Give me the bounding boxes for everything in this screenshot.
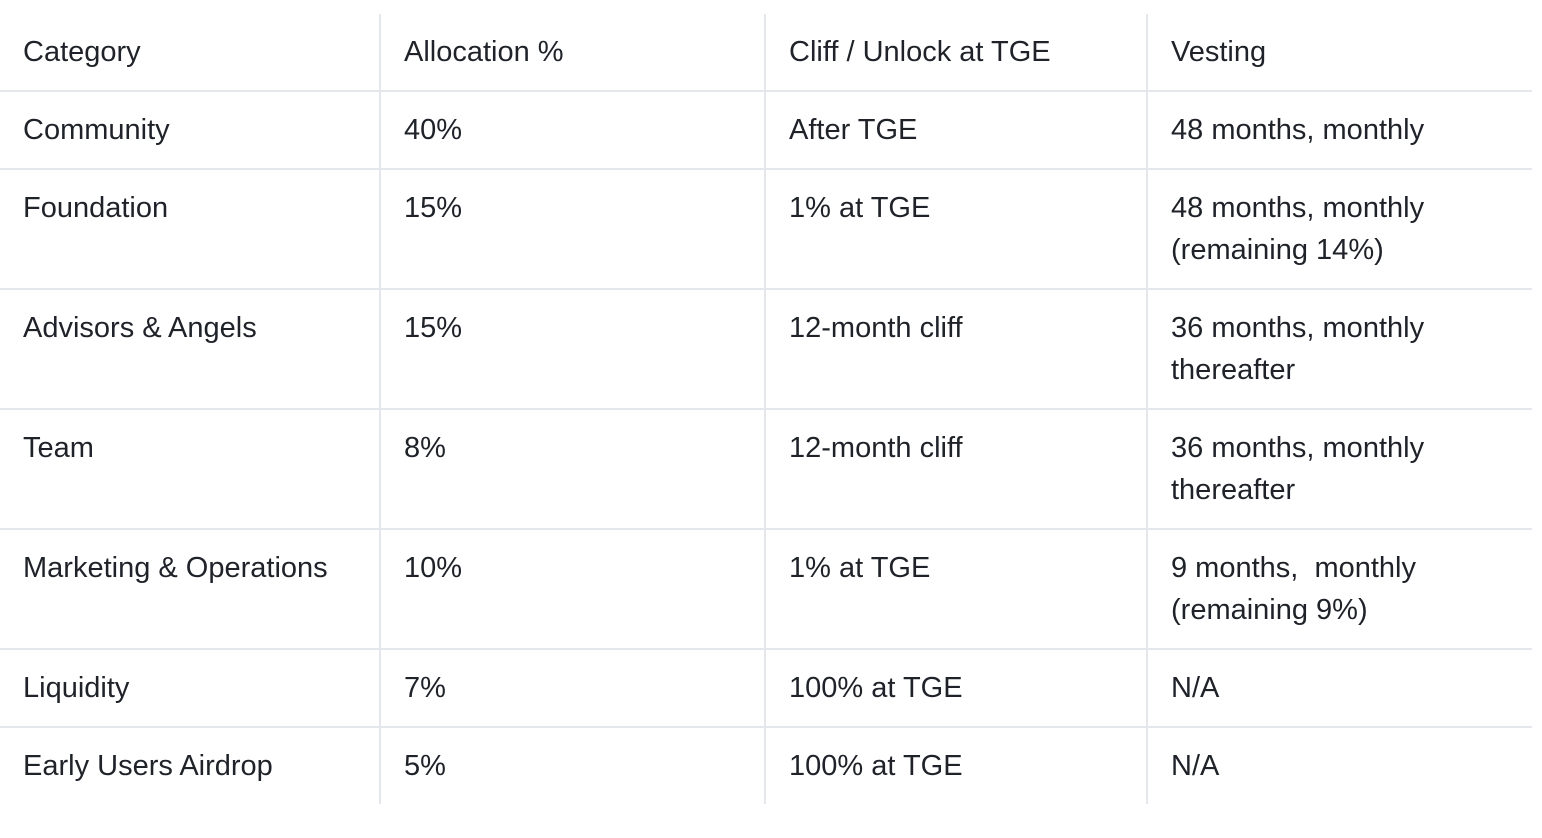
table-cell: 36 months, monthly thereafter (1146, 289, 1532, 410)
table-cell: 100% at TGE (764, 727, 1147, 804)
document-page: Category Allocation % Cliff / Unlock at TG… (0, 14, 1542, 838)
table-cell: Community (0, 91, 380, 170)
header-row: Category Allocation % Cliff / Unlock at TG… (0, 14, 1532, 92)
table-cell: 1% at TGE (764, 529, 1147, 650)
table-row: Liquidity 7% 100% at TGE N/A (0, 649, 1532, 728)
table-cell: Foundation (0, 169, 380, 290)
table-row: Advisors & Angels 15% 12-month cliff 36 mon… (0, 289, 1532, 410)
table-cell: 15% (379, 289, 765, 410)
table-cell: 48 months, monthly (1146, 91, 1532, 170)
table-cell: 15% (379, 169, 765, 290)
table-cell: 48 months, monthly (remaining 14%) (1146, 169, 1532, 290)
table-row: Team 8% 12-month cliff 36 months, monthly t… (0, 409, 1532, 530)
table-row: Community 40% After TGE 48 months, monthly (0, 91, 1532, 170)
table-cell: N/A (1146, 649, 1532, 728)
header-cell: Cliff / Unlock at TGE (764, 14, 1147, 92)
table-cell: Marketing & Operations (0, 529, 380, 650)
table-row: Early Users Airdrop 5% 100% at TGE N/A (0, 727, 1532, 804)
header-cell: Allocation % (379, 14, 765, 92)
table-cell: 12-month cliff (764, 289, 1147, 410)
table-cell: 10% (379, 529, 765, 650)
table-cell: 1% at TGE (764, 169, 1147, 290)
table-cell: Liquidity (0, 649, 380, 728)
table-cell: 40% (379, 91, 765, 170)
header-cell: Category (0, 14, 380, 92)
table-cell: 12-month cliff (764, 409, 1147, 530)
table-row: Marketing & Operations 10% 1% at TGE 9 mont… (0, 529, 1532, 650)
table-cell: 7% (379, 649, 765, 728)
table-row: Foundation 15% 1% at TGE 48 months, monthly… (0, 169, 1532, 290)
table-cell: Team (0, 409, 380, 530)
table-body: Community 40% After TGE 48 months, monthly F… (0, 91, 1532, 804)
table-cell: 8% (379, 409, 765, 530)
table-cell: Early Users Airdrop (23, 750, 273, 782)
table-cell: 36 months, monthly thereafter (1146, 409, 1532, 530)
table-cell: After TGE (764, 91, 1147, 170)
table-cell: 9 months, monthly (remaining 9%) (1146, 529, 1532, 650)
table-cell: 100% at TGE (764, 649, 1147, 728)
token-allocation-table: Category Allocation % Cliff / Unlock at TG… (0, 14, 1532, 804)
table-cell: 5% (379, 727, 765, 804)
table-cell: N/A (1146, 727, 1532, 804)
header-cell: Vesting (1146, 14, 1532, 92)
table-cell: Advisors & Angels (0, 289, 380, 410)
